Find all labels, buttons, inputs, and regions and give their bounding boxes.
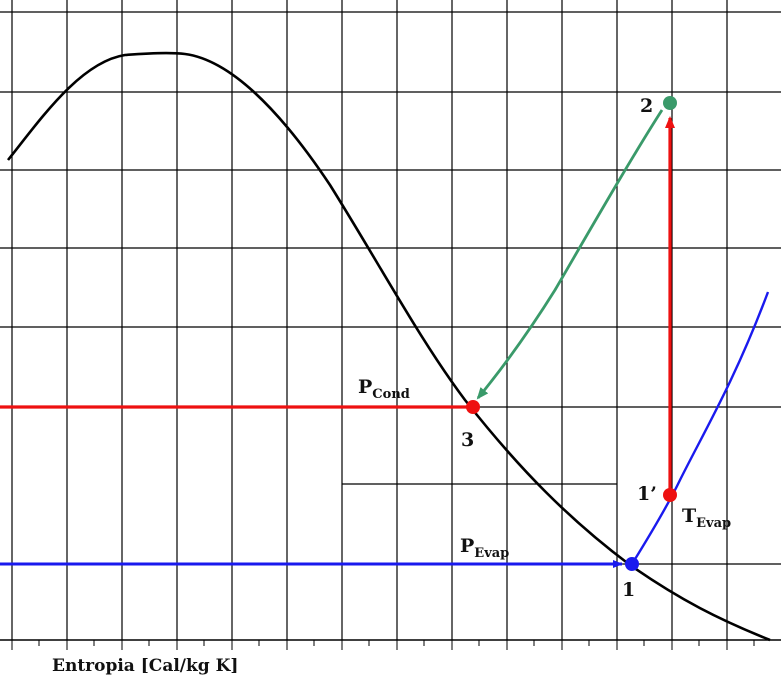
x-axis-ticks bbox=[11, 640, 755, 650]
point-3-marker bbox=[466, 400, 480, 414]
condensation-return-line bbox=[476, 109, 664, 400]
evaporation-temperature-curve bbox=[630, 291, 770, 565]
point-1-prime-label: 1’ bbox=[637, 483, 657, 505]
point-2-marker bbox=[663, 96, 677, 110]
point-1-label: 1 bbox=[622, 579, 635, 601]
point-3-label: 3 bbox=[461, 429, 474, 451]
x-axis-label: Entropia [Cal/kg K] bbox=[52, 656, 238, 676]
p-cond-label: PCond bbox=[358, 376, 410, 402]
point-1-prime-marker bbox=[663, 488, 677, 502]
t-evap-label: TEvap bbox=[682, 505, 731, 531]
p-evap-label: PEvap bbox=[460, 535, 509, 561]
grid bbox=[0, 0, 781, 641]
point-1-marker bbox=[625, 557, 639, 571]
point-2-label: 2 bbox=[640, 95, 653, 117]
